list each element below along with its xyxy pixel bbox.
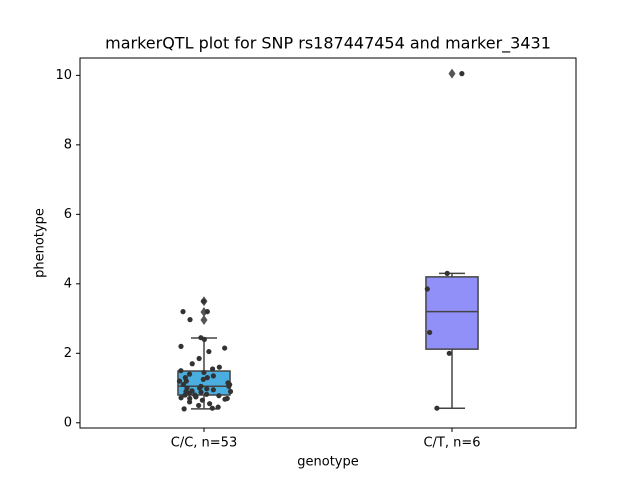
- point: [180, 309, 186, 315]
- point: [178, 368, 184, 374]
- point: [216, 364, 222, 370]
- point: [196, 385, 203, 391]
- y-tick-label: 2: [64, 346, 72, 361]
- point: [186, 390, 193, 396]
- point: [434, 405, 440, 411]
- point: [193, 394, 199, 400]
- point: [182, 392, 188, 398]
- plot-frame: [79, 57, 577, 429]
- y-tick-label: 10: [55, 68, 72, 83]
- point: [226, 383, 232, 389]
- flier: [200, 314, 208, 325]
- point: [176, 378, 183, 384]
- x-axis-label: genotype: [297, 455, 358, 470]
- y-tick-label: 4: [64, 276, 72, 291]
- point: [201, 336, 207, 343]
- point: [178, 395, 184, 401]
- point: [222, 396, 228, 402]
- point: [459, 71, 465, 77]
- point: [186, 399, 193, 405]
- point: [200, 376, 206, 382]
- point: [444, 270, 450, 276]
- x-tick-label: C/T, n=6: [423, 436, 480, 451]
- point: [187, 317, 193, 323]
- point: [210, 387, 216, 393]
- point: [196, 355, 202, 362]
- flier: [200, 306, 208, 317]
- point: [189, 361, 195, 367]
- point: [196, 402, 202, 409]
- point: [204, 309, 210, 315]
- x-tick-label: C/C, n=53: [171, 436, 237, 451]
- point: [203, 391, 210, 397]
- point: [424, 286, 430, 292]
- y-axis-label: phenotype: [33, 208, 48, 278]
- point: [209, 405, 215, 411]
- y-tick-label: 8: [64, 137, 72, 152]
- point: [198, 389, 204, 395]
- point: [215, 404, 221, 410]
- chart-title: markerQTL plot for SNP rs187447454 and m…: [105, 34, 551, 54]
- point: [201, 369, 207, 376]
- point: [216, 393, 222, 399]
- point: [183, 378, 189, 384]
- point: [209, 366, 216, 372]
- point: [227, 388, 234, 395]
- point: [199, 397, 206, 403]
- point: [178, 343, 184, 349]
- point: [180, 381, 186, 388]
- y-tick-label: 6: [64, 207, 72, 222]
- point: [204, 375, 210, 381]
- point: [427, 329, 433, 336]
- point: [222, 345, 228, 351]
- point: [206, 348, 212, 355]
- y-tick-label: 0: [64, 415, 72, 430]
- point: [207, 401, 213, 407]
- flier: [448, 68, 456, 79]
- point: [204, 386, 210, 392]
- point: [200, 298, 207, 304]
- point: [181, 406, 187, 412]
- point: [210, 373, 216, 379]
- box: [425, 276, 479, 350]
- point: [186, 371, 193, 377]
- point: [446, 350, 452, 356]
